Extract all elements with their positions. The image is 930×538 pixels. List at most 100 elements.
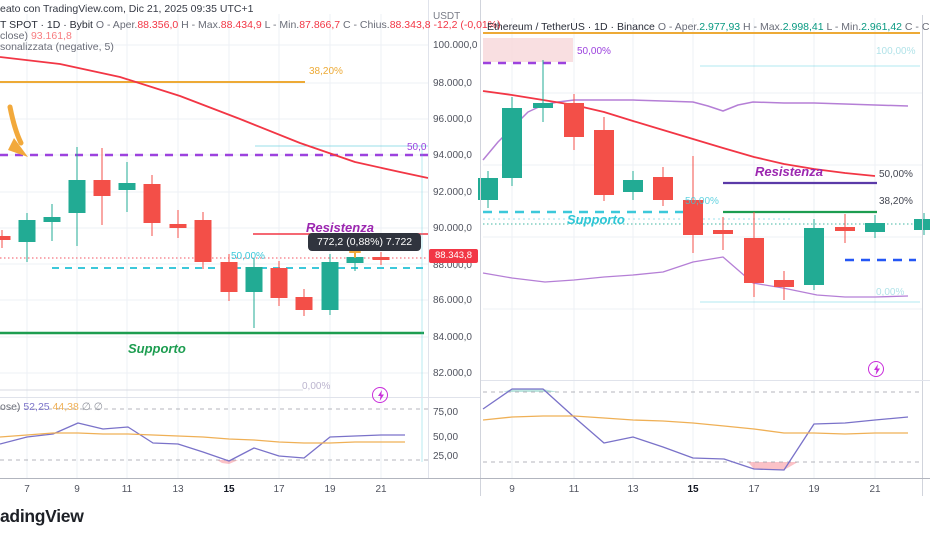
candle-body xyxy=(169,224,187,228)
lightning-icon[interactable] xyxy=(372,387,388,403)
ohlc-legend-part: L - Min. xyxy=(261,19,300,31)
price-tick-label: 86.000,0 xyxy=(433,295,472,306)
date-tick-label: 11 xyxy=(568,484,580,495)
price-tick-label: 82.000,0 xyxy=(433,368,472,379)
rsi-legend-left[interactable]: ose) 52,25 44,38 ∅ ∅ xyxy=(0,401,103,413)
date-tick-label: 9 xyxy=(509,484,515,495)
fib-0-label-right: 0,00% xyxy=(876,287,905,298)
candle-body xyxy=(865,223,885,232)
date-tick-label: 21 xyxy=(375,484,387,495)
fib-50-label-left: 50,0 xyxy=(407,142,427,153)
ohlc-legend-part: 88.356,0 xyxy=(137,19,179,31)
date-tick-label: 11 xyxy=(121,484,133,495)
tradingview-logo[interactable]: adingView xyxy=(0,506,84,526)
ma-legend-part: close) xyxy=(0,30,31,42)
price-axis-border-right xyxy=(922,15,923,496)
ohlc-legend-part: L - Min. xyxy=(823,21,862,33)
lightning-bolt-glyph xyxy=(377,390,384,401)
ohlc-legend-part: C - Chius. xyxy=(340,19,390,31)
candle-body xyxy=(93,180,111,196)
price-tick-label: 25,00 xyxy=(433,451,459,462)
time-axis-right-chart[interactable]: 9 11 13 15 17 19 21 xyxy=(0,484,930,498)
rsi-legend-part: 44,38 xyxy=(49,401,79,413)
attribution-text: eato con TradingView.com, Dic 21, 2025 0… xyxy=(0,3,254,15)
ohlc-legend-part: Ethereum / TetherUS · 1D · Binance xyxy=(487,21,658,33)
fib-0-label-left: 0,00% xyxy=(302,381,331,392)
price-tick-label: 100.000,0 xyxy=(433,40,478,51)
date-tick-label: 9 xyxy=(74,484,80,495)
candle-body xyxy=(478,178,498,200)
pane-separator-left[interactable] xyxy=(0,397,480,398)
price-tick-label: 90.000,0 xyxy=(433,223,472,234)
arrow-head xyxy=(8,138,28,157)
rsi-oversold-fill xyxy=(217,460,238,464)
symbol-legend-right[interactable]: Ethereum / TetherUS · 1D · Binance O - A… xyxy=(487,21,930,33)
rsi-legend-part: ∅ ∅ xyxy=(78,401,103,413)
ohlc-legend-part: 87.866,7 xyxy=(299,19,341,31)
candle-body xyxy=(118,183,136,190)
fib-50-label-right: 50,00% xyxy=(879,169,913,180)
ma-legend-left[interactable]: close) 93.161,8 xyxy=(0,30,72,42)
candle-body xyxy=(744,238,764,283)
date-tick-label: 21 xyxy=(869,484,881,495)
indicator-legend-left[interactable]: sonalizzata (negative, 5) xyxy=(0,41,114,53)
fib-zone-pink xyxy=(483,38,573,62)
ohlc-legend-part: -12,2 (-0,01%) xyxy=(430,19,501,31)
time-axis-left-chart[interactable]: 7 9 11 13 15 17 19 21 xyxy=(0,484,930,498)
ohlc-legend-part: 2.961,42 xyxy=(861,21,903,33)
ohlc-legend-part: 88.343,8 xyxy=(389,19,431,31)
candle-body xyxy=(713,230,733,234)
rsi-line-left xyxy=(0,422,405,462)
price-tick-label: 98.000,0 xyxy=(433,78,472,89)
candle-body xyxy=(533,103,553,108)
ohlc-legend-part: 2.977,93 xyxy=(699,21,741,33)
last-price-tag: 88.343,8 xyxy=(429,249,478,263)
price-axis-left-chart[interactable]: USDT 100.000,0 98.000,0 96.000,0 94.000,0 92… xyxy=(428,0,480,496)
rsi-legend-part: ose) xyxy=(0,401,24,413)
symbol-legend-left[interactable]: T SPOT · 1D · Bybit O - Aper.88.356,0 H … xyxy=(0,19,501,31)
ohlc-legend-part: O - Aper. xyxy=(657,21,700,33)
price-tick-label: 92.000,0 xyxy=(433,187,472,198)
supporto-label-right: Supporto xyxy=(567,212,625,227)
lightning-bolt-glyph xyxy=(873,364,880,375)
resistenza-label-right: Resistenza xyxy=(755,164,823,179)
ohlc-legend-part: H - Max. xyxy=(740,21,783,33)
price-tick-label: 50,00 xyxy=(433,432,459,443)
date-tick-label: 17 xyxy=(748,484,760,495)
fib-50-teal-label-right: 50,00% xyxy=(685,196,719,207)
candle-body xyxy=(143,184,161,223)
candle-body xyxy=(43,217,61,222)
pane-separator-right[interactable] xyxy=(481,380,930,381)
candle-body xyxy=(220,262,238,292)
ohlc-legend-part: O - Aper. xyxy=(95,19,138,31)
rsi-line-right xyxy=(482,388,909,471)
candle-body xyxy=(804,228,824,285)
lightning-icon[interactable] xyxy=(868,361,884,377)
candle-body xyxy=(18,220,36,242)
rsi-legend-part: 52,25 xyxy=(23,401,50,413)
date-tick-label: 19 xyxy=(324,484,336,495)
arrow-shaft xyxy=(7,104,24,146)
ohlc-legend-part: T SPOT · 1D · Bybit xyxy=(0,19,96,31)
candle-body xyxy=(68,180,86,213)
date-tick-label: 13 xyxy=(172,484,184,495)
price-tick-label: 94.000,0 xyxy=(433,150,472,161)
date-tick-label: 7 xyxy=(24,484,30,495)
ma-red-left xyxy=(0,56,429,179)
candle-body xyxy=(774,280,794,287)
candle-body xyxy=(372,257,390,260)
candle-body xyxy=(295,297,313,310)
ohlc-legend-part: 2.998,41 xyxy=(782,21,824,33)
fib-100-label-right: 100,00% xyxy=(876,46,916,57)
date-tick-label: 19 xyxy=(808,484,820,495)
ohlc-legend-part: 88.434,9 xyxy=(220,19,262,31)
supporto-label-left: Supporto xyxy=(128,341,186,356)
candle-body xyxy=(245,267,263,292)
panel-divider xyxy=(480,0,481,496)
candle-body xyxy=(0,236,11,240)
date-tick-label: 15 xyxy=(223,484,235,495)
candle-body xyxy=(594,130,614,195)
fib-50-teal-label-left: 50,00% xyxy=(231,251,265,262)
